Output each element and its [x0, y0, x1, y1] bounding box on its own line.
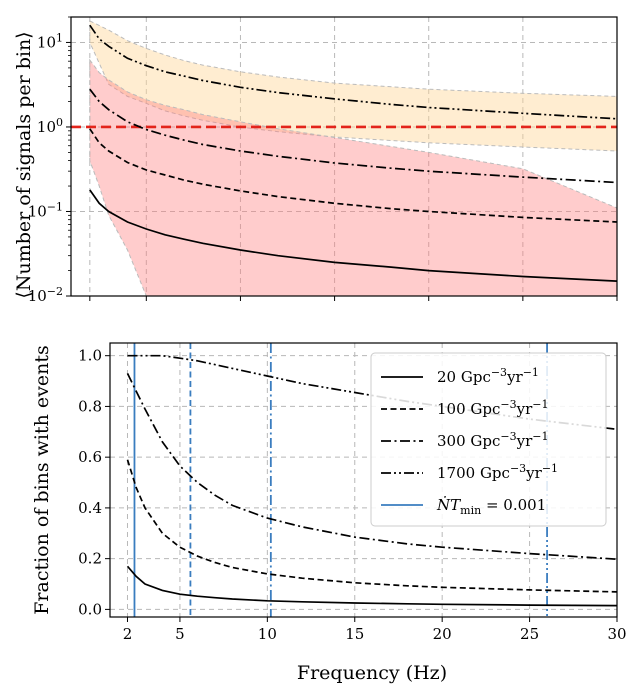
legend-box: [370, 352, 607, 527]
legend-label-1: 100 Gpc−3yr−1: [437, 398, 548, 418]
legend-label-3: 1700 Gpc−3yr−1: [437, 462, 558, 482]
top-axes-frame: [70, 16, 618, 297]
top-y-tick-label: 10−1: [28, 200, 63, 220]
bottom-x-tick-label: 30: [607, 625, 626, 643]
bottom-series-line-0: [126, 565, 617, 607]
top-panel: 10−2 10−1 100 101: [28, 16, 618, 305]
x-axis-label: Frequency (Hz): [297, 662, 447, 684]
bottom-y-axis-label: Fraction of bins with events: [31, 345, 53, 615]
legend-label-0: 20 Gpc−3yr−1: [437, 366, 539, 386]
top-plot-area: [71, 20, 617, 296]
top-y-tick-label: 101: [37, 31, 63, 51]
bottom-axes-frame: [109, 342, 618, 618]
bottom-x-tick-label: 20: [433, 625, 452, 643]
legend-label-4: ṄTmin = 0.001: [436, 496, 546, 517]
confidence-band-1: [89, 58, 617, 296]
bottom-series-line-1: [126, 459, 617, 593]
top-y-tick-label: 10−2: [28, 285, 63, 305]
legend-label-2: 300 Gpc−3yr−1: [437, 430, 548, 450]
bottom-y-tick-label: 0.2: [78, 550, 102, 568]
top-series-line-1: [89, 128, 617, 223]
bottom-panel: 2 5 10 15 20 25 300.00.20.40.60.81.020 Gpc−3yr…: [78, 342, 627, 643]
top-y-axis-label: ⟨Number of signals per bin⟩: [13, 31, 35, 298]
bottom-x-tick-label: 25: [520, 625, 539, 643]
bottom-y-tick-label: 0.8: [78, 397, 102, 415]
bottom-y-tick-label: 0.6: [78, 448, 102, 466]
bottom-x-tick-label: 10: [258, 625, 277, 643]
bottom-series-line-2: [126, 373, 617, 561]
bottom-plot-area: [126, 343, 617, 617]
bottom-y-tick-label: 0.0: [78, 600, 102, 618]
bottom-y-tick-label: 1.0: [78, 347, 102, 365]
legend: 20 Gpc−3yr−1 100 Gpc−3yr−1 300 Gpc−3yr−1 17…: [370, 352, 607, 527]
top-series-line-2: [89, 88, 617, 184]
top-y-tick-label: 100: [37, 116, 63, 136]
bottom-y-tick-label: 0.4: [78, 499, 102, 517]
top-series-line-3: [89, 24, 617, 120]
top-series-line-0: [89, 189, 617, 282]
bottom-x-tick-label: 5: [175, 625, 185, 643]
bottom-x-tick-label: 15: [345, 625, 364, 643]
bottom-x-tick-label: 2: [123, 625, 133, 643]
